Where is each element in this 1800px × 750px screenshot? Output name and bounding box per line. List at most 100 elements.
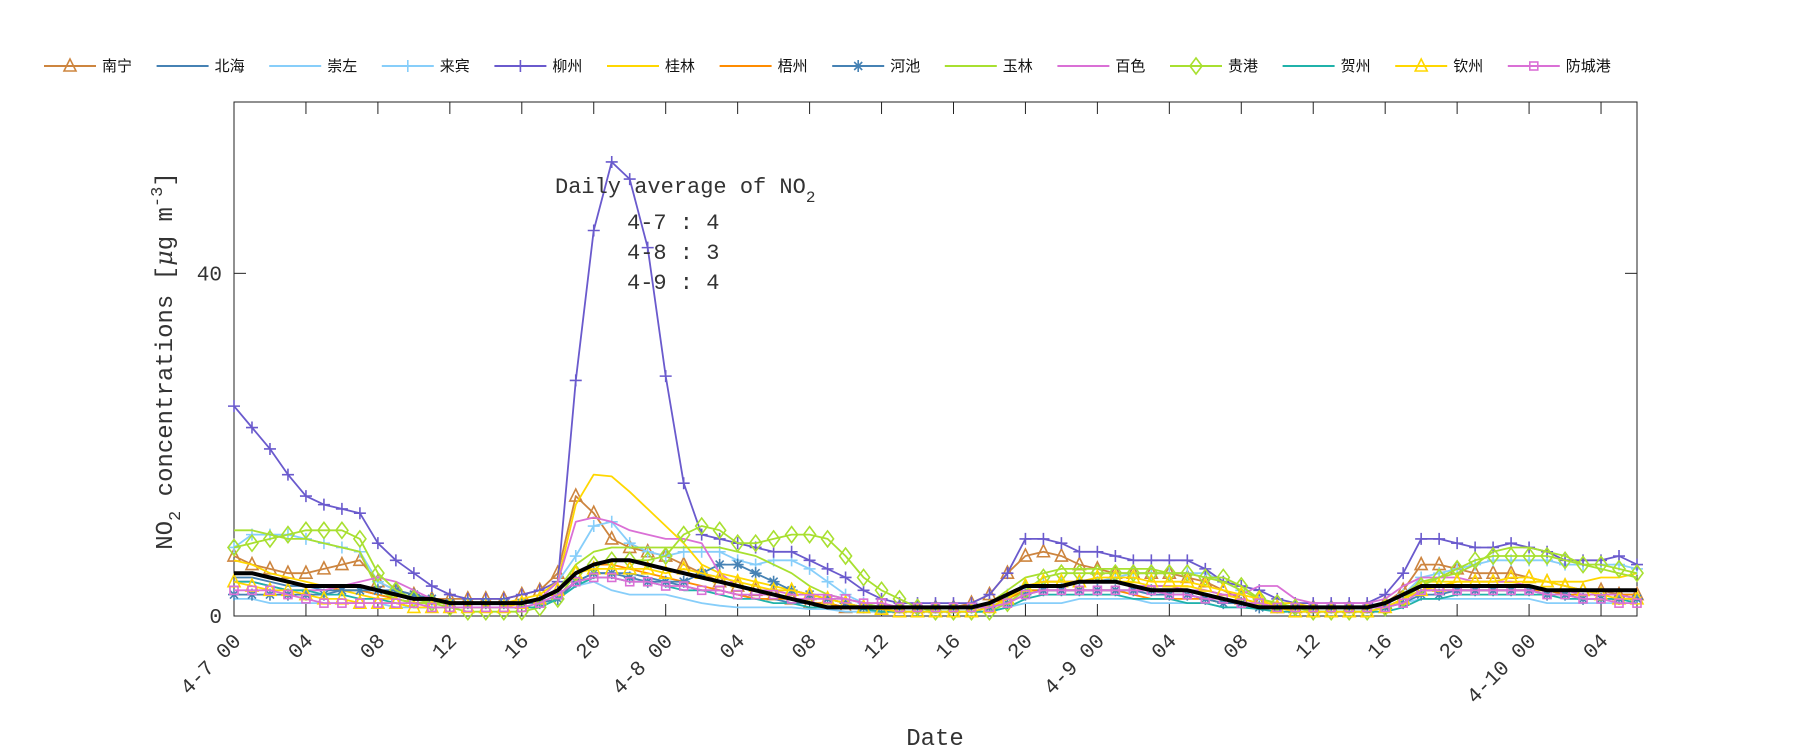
x-tick-label: 12 [860,631,894,665]
data-point-square [1074,585,1085,596]
data-point-triangle [820,590,835,605]
data-point-diamond [748,533,763,553]
legend-item: 梧州 [719,57,808,75]
data-point-diamond [856,568,871,587]
x-tick-label: 04 [716,631,750,665]
data-point-plus [389,554,402,567]
data-point-diamond [1486,546,1501,566]
data-point-square [337,598,347,608]
series-line [233,161,1638,604]
annotation-line-4-8: 4-8 : 3 [627,241,719,266]
data-point-triangle [1485,564,1501,579]
data-point-plus [803,554,816,567]
data-point-square [1578,594,1588,604]
data-point-diamond [262,529,277,549]
data-point-plus [821,575,834,588]
data-point-plus [425,580,438,593]
legend-item: 桂林 [607,57,695,75]
data-point-triangle [478,598,494,614]
x-tick-label: 08 [357,631,391,665]
data-point-plus [1055,537,1068,550]
data-point-square [265,585,275,596]
data-point-diamond [388,580,403,600]
data-point-square [570,576,581,587]
data-point-plus [623,173,636,186]
data-point-plus [1109,550,1122,563]
data-point-triangle [1180,572,1195,588]
data-point-diamond [676,525,691,544]
data-point-diamond [334,520,349,540]
series-line [234,558,1637,610]
data-point-diamond [298,520,313,540]
data-point-triangle [1018,547,1033,562]
data-point-plus [1091,545,1104,558]
data-point-triangle [262,581,278,597]
legend-item: 贺州 [1282,57,1371,75]
data-point-square [642,576,653,587]
x-tick-label: 4-9 00 [1041,631,1111,701]
annotation-line-4-7: 4-7 : 4 [627,211,719,236]
data-point-triangle [352,594,368,609]
series-lines [226,155,1645,622]
data-point-diamond [730,533,745,553]
data-point-plus [587,520,600,533]
data-point-diamond [1558,550,1573,570]
legend-label: 贺州 [1341,57,1371,75]
x-tick-label: 12 [429,631,463,665]
annotation-title: Daily average of NO2 [555,175,815,207]
data-point-diamond [1576,555,1591,574]
data-point-plus [569,550,582,563]
legend-item: 南宁 [44,57,132,75]
data-point-square [678,581,689,591]
data-point-plus [839,571,852,584]
data-point-plus [1397,567,1410,580]
data-point-diamond [874,580,889,600]
x-tick-label: 4-7 00 [177,631,247,701]
data-point-diamond [1450,559,1465,579]
data-point-square [696,585,707,596]
y-tick-label: 0 [209,607,222,630]
data-point-square [714,585,725,596]
legend-label: 桂林 [665,57,695,75]
x-axis-label: Date [906,726,964,750]
legend-item: 玉林 [944,57,1033,75]
data-point-triangle [1126,568,1141,584]
x-tick-label: 20 [1436,631,1470,665]
data-point-plus [1019,532,1032,545]
data-point-diamond [712,520,727,540]
legend-marker-triangle-icon [1413,57,1429,72]
data-point-plus [587,224,600,237]
data-point-asterisk [713,558,726,571]
data-point-triangle [640,560,655,575]
legend-item: 北海 [156,57,245,75]
data-point-triangle [568,487,584,502]
data-point-asterisk [353,584,366,597]
data-point-diamond [1468,550,1483,570]
data-point-triangle [298,564,314,579]
legend-label: 梧州 [778,57,808,75]
data-point-diamond [838,546,853,566]
data-point-triangle [496,598,512,614]
legend-item: 防城港 [1507,57,1611,75]
data-point-diamond [1594,555,1609,574]
data-point-square [355,598,365,608]
data-point-diamond [316,520,331,540]
data-point-plus [641,241,654,254]
data-point-square [283,589,293,600]
data-point-triangle [658,564,673,579]
series-average [234,558,1637,610]
data-point-plus [353,507,366,520]
data-point-square [660,581,671,591]
data-point-triangle [370,594,386,609]
legend-label: 百色 [1115,57,1145,75]
data-point-square [1596,594,1606,604]
data-point-triangle [316,560,332,575]
data-point-square [1110,585,1121,596]
data-point-triangle [1413,555,1429,571]
data-point-square [1398,598,1408,608]
axis-ticks: 4-7 00 04 08 12 16 20 4-8 00 04 08 12 16 20 4-9 00 04… [177,102,1637,709]
data-point-diamond [802,525,817,544]
data-point-triangle [1072,555,1087,571]
legend-label: 来宾 [440,57,470,75]
